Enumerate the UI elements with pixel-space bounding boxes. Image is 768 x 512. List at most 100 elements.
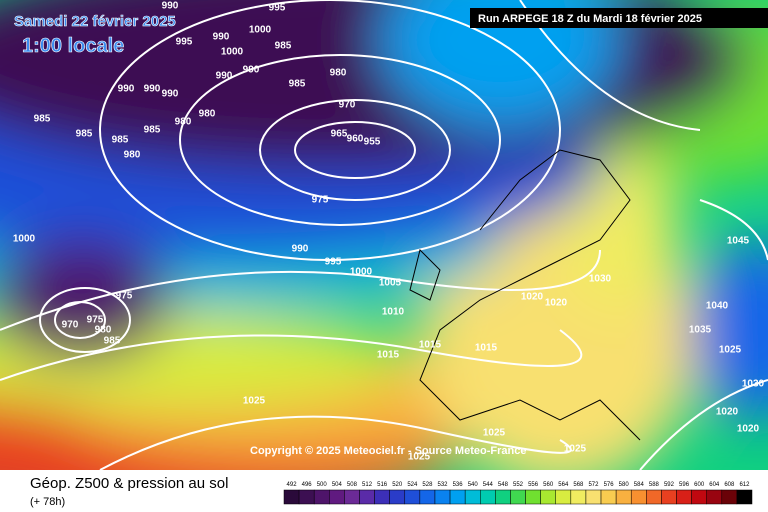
isobar-label: 980 xyxy=(124,150,141,161)
isobar-label: 1015 xyxy=(377,350,400,361)
isobar-label: 1040 xyxy=(706,301,729,312)
legend-swatch xyxy=(736,489,753,505)
isobar-label: 1035 xyxy=(689,325,712,336)
legend-label: 548 xyxy=(498,482,509,488)
footer-title: Géop. Z500 & pression au sol xyxy=(30,475,228,492)
legend-label: 580 xyxy=(619,482,630,488)
legend-swatch xyxy=(495,489,511,505)
legend-swatch xyxy=(525,489,541,505)
run-info: Run ARPEGE 18 Z du Mardi 18 février 2025 xyxy=(478,13,702,25)
legend-label: 572 xyxy=(588,482,599,488)
legend-label: 536 xyxy=(453,482,464,488)
legend-label: 512 xyxy=(362,482,373,488)
legend-swatch xyxy=(329,489,345,505)
legend-swatch xyxy=(721,489,738,505)
isobar-label: 1000 xyxy=(221,47,244,58)
legend-swatch xyxy=(344,489,360,505)
isobar-label: 1025 xyxy=(408,452,431,463)
isobar-label: 985 xyxy=(289,79,306,90)
date: Samedi 22 février 2025 xyxy=(14,13,176,30)
isobar-label: 990 xyxy=(144,84,161,95)
isobar-label: 990 xyxy=(162,1,179,12)
copyright: Copyright © 2025 Meteociel.fr - Source M… xyxy=(250,445,526,457)
isobar-label: 960 xyxy=(347,134,364,145)
isobar-label: 995 xyxy=(269,3,286,14)
legend-swatch xyxy=(570,489,587,505)
legend-label: 532 xyxy=(438,482,449,488)
legend-swatch xyxy=(449,489,466,505)
isobar-label: 995 xyxy=(325,257,342,268)
isobar-label: 1020 xyxy=(545,298,568,309)
isobar-label: 975 xyxy=(116,291,133,302)
legend-label: 568 xyxy=(573,482,584,488)
legend-swatch xyxy=(359,489,375,505)
legend-swatch xyxy=(298,489,315,505)
isobar-label: 990 xyxy=(162,89,179,100)
isobar-label: 980 xyxy=(330,68,347,79)
isobar-label: 970 xyxy=(339,100,356,111)
legend-label: 496 xyxy=(302,482,313,488)
legend-label: 604 xyxy=(709,482,720,488)
legend-swatch xyxy=(600,489,617,505)
lead-time: (+ 78h) xyxy=(30,496,65,508)
legend-label: 588 xyxy=(649,482,660,488)
legend-label: 540 xyxy=(468,482,479,488)
run-banner xyxy=(470,8,768,28)
legend-swatch xyxy=(630,489,647,505)
legend-label: 508 xyxy=(347,482,358,488)
legend-label: 576 xyxy=(604,482,615,488)
legend-label: 544 xyxy=(483,482,494,488)
legend-swatch xyxy=(585,489,602,505)
isobar-label: 995 xyxy=(176,37,193,48)
time: 1:00 locale xyxy=(22,35,124,57)
legend-swatch xyxy=(510,489,526,505)
legend-label: 560 xyxy=(543,482,554,488)
isobar-label: 1025 xyxy=(483,428,506,439)
legend-swatch xyxy=(676,489,692,505)
isobar-label: 985 xyxy=(104,336,121,347)
legend-label: 492 xyxy=(287,482,298,488)
legend-label: 524 xyxy=(407,482,418,488)
legend-swatch xyxy=(706,489,723,505)
isobar-label: 1045 xyxy=(727,236,750,247)
legend-swatch xyxy=(404,489,421,505)
legend-swatch xyxy=(313,489,330,505)
isobar-label: 990 xyxy=(118,84,135,95)
isobar-label: 980 xyxy=(175,117,192,128)
isobar-label: 1030 xyxy=(742,379,765,390)
legend-label: 592 xyxy=(664,482,675,488)
legend-label: 552 xyxy=(513,482,524,488)
isobar-label: 985 xyxy=(275,41,292,52)
legend-swatch xyxy=(661,489,677,505)
legend-swatch xyxy=(646,489,662,505)
isobar-label: 990 xyxy=(213,32,230,43)
isobar-label: 1015 xyxy=(419,340,442,351)
legend-swatch xyxy=(480,489,496,505)
isobar-label: 970 xyxy=(62,320,79,331)
isobar-label: 1000 xyxy=(249,25,272,36)
isobar-label: 990 xyxy=(243,65,260,76)
isobar-label: 985 xyxy=(34,114,51,125)
isobar-label: 1025 xyxy=(564,444,587,455)
isobar-label: 1025 xyxy=(719,345,742,356)
legend-label: 528 xyxy=(422,482,433,488)
isobar-label: 1030 xyxy=(589,274,612,285)
isobar-label: 1000 xyxy=(13,234,36,245)
color-legend: 492 496 500 504 508 512 516 520 524 528 532 536 540 5… xyxy=(283,482,753,505)
legend-label: 596 xyxy=(679,482,690,488)
legend-swatch xyxy=(464,489,481,505)
legend-label: 504 xyxy=(332,482,343,488)
isobar-label: 990 xyxy=(292,244,309,255)
legend-label: 608 xyxy=(724,482,735,488)
legend-label: 516 xyxy=(377,482,388,488)
isobar-label: 985 xyxy=(112,135,129,146)
isobar-label: 1015 xyxy=(475,343,498,354)
legend-label: 584 xyxy=(634,482,645,488)
legend-label: 600 xyxy=(694,482,705,488)
legend-swatch xyxy=(555,489,572,505)
legend-label: 500 xyxy=(317,482,328,488)
isobar-label: 1020 xyxy=(737,424,760,435)
isobar-label: 990 xyxy=(216,71,233,82)
